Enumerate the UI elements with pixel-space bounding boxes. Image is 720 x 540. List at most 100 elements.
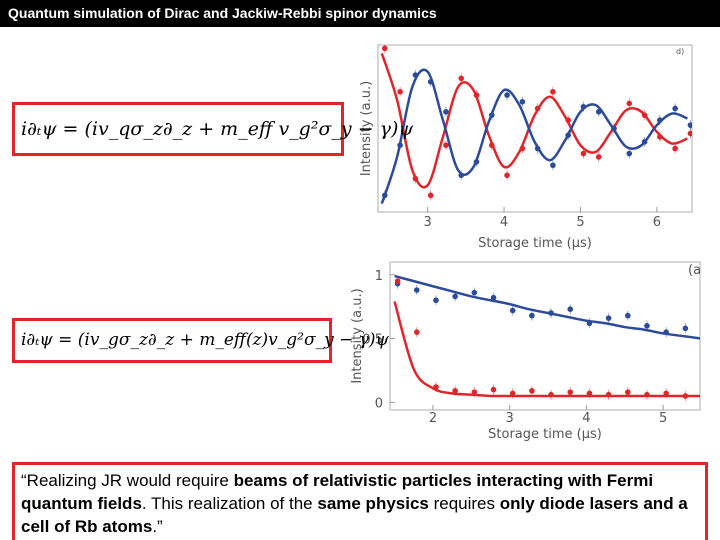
data-point xyxy=(595,109,602,115)
data-point xyxy=(682,393,689,399)
data-point xyxy=(672,145,678,152)
data-point xyxy=(644,391,650,398)
data-point xyxy=(412,72,419,78)
data-point xyxy=(625,312,631,319)
data-point xyxy=(611,125,617,132)
data-point xyxy=(580,103,587,110)
data-point xyxy=(580,150,587,157)
data-point xyxy=(644,322,650,329)
x-tick-label: 2 xyxy=(429,411,437,426)
data-point xyxy=(550,88,556,95)
data-point xyxy=(565,117,571,123)
data-point xyxy=(490,386,497,393)
data-point xyxy=(443,142,449,148)
data-point xyxy=(605,315,612,321)
data-point xyxy=(394,278,401,284)
data-point xyxy=(452,388,458,394)
plot-frame xyxy=(389,261,701,411)
data-point xyxy=(687,122,692,128)
data-point xyxy=(626,150,633,157)
x-tick-label: 6 xyxy=(653,215,661,230)
data-point xyxy=(586,320,593,327)
data-point xyxy=(663,329,669,335)
data-point xyxy=(397,88,403,95)
y-axis-label: Intensity (a.u.) xyxy=(350,288,365,383)
data-point xyxy=(565,132,571,138)
data-point xyxy=(452,293,458,300)
fit-line xyxy=(394,274,700,340)
data-point xyxy=(534,145,541,152)
data-point xyxy=(682,325,689,332)
x-axis-label: Storage time (μs) xyxy=(488,427,602,442)
data-point xyxy=(504,172,510,179)
x-tick-label: 4 xyxy=(500,215,508,230)
data-point xyxy=(626,100,633,107)
plot-frame xyxy=(377,44,693,213)
data-point xyxy=(473,92,480,98)
data-point xyxy=(672,105,678,112)
data-point xyxy=(567,306,574,313)
data-point xyxy=(548,391,554,398)
data-point xyxy=(509,390,516,397)
data-point xyxy=(641,139,648,145)
data-point xyxy=(550,162,556,169)
plot-area xyxy=(393,274,708,401)
data-point xyxy=(548,310,554,316)
y-axis-label: Intensity (a.u.) xyxy=(359,81,374,176)
data-point xyxy=(586,390,593,397)
quote-text: same physics xyxy=(317,494,429,513)
panel-label: (a xyxy=(688,263,701,278)
data-point xyxy=(529,388,535,394)
data-point xyxy=(443,109,449,115)
plot-area xyxy=(380,45,692,205)
data-point xyxy=(595,154,602,160)
data-point xyxy=(529,312,535,319)
data-point xyxy=(382,45,388,52)
y-tick-label: 0 xyxy=(375,396,383,411)
quote-text: only diode lasers and a cell of Rb atoms xyxy=(21,494,688,536)
quote-text: .” xyxy=(152,517,163,536)
data-point xyxy=(509,307,516,314)
slide-title: Quantum simulation of Dirac and Jackiw-R… xyxy=(0,0,720,27)
data-point xyxy=(473,159,480,165)
fit-line xyxy=(380,52,688,189)
data-point xyxy=(567,389,574,395)
x-tick-label: 3 xyxy=(506,411,514,426)
data-point xyxy=(519,98,526,105)
data-point xyxy=(433,297,439,304)
y-tick-label: 0.5 xyxy=(362,333,383,348)
quote-box: “Realizing JR would require beams of rel… xyxy=(12,462,708,540)
x-axis-label: Storage time (μs) xyxy=(478,236,592,251)
data-point xyxy=(413,329,420,335)
data-point xyxy=(663,390,669,397)
data-point xyxy=(471,289,478,296)
data-point xyxy=(488,112,495,118)
data-point xyxy=(625,389,631,395)
data-point xyxy=(687,130,692,137)
quote-text: beams of relativistic particles interact… xyxy=(21,471,654,513)
data-point xyxy=(427,192,434,199)
data-point xyxy=(433,384,439,390)
x-tick-label: 4 xyxy=(582,411,590,426)
panel-label: d) xyxy=(676,47,684,56)
data-point xyxy=(657,134,663,140)
x-tick-label: 5 xyxy=(576,215,584,230)
data-point xyxy=(458,172,465,179)
data-point xyxy=(382,192,388,199)
data-point xyxy=(657,117,663,123)
data-point xyxy=(427,78,434,85)
equation: i∂ₜψ = (iv_gσ_z∂_z + m_eff(z)v_g²σ_y − γ… xyxy=(12,318,389,363)
data-point xyxy=(397,142,403,148)
data-point xyxy=(702,392,708,398)
quote-text: . This realization of the xyxy=(141,494,318,513)
data-point xyxy=(490,294,497,301)
data-point xyxy=(605,391,612,398)
data-point xyxy=(534,105,541,112)
x-tick-label: 5 xyxy=(659,411,667,426)
data-point xyxy=(641,112,648,118)
equation: i∂ₜψ = (iv_qσ_z∂_z + m_eff v_g²σ_y − γ)ψ xyxy=(12,102,413,156)
quote-text: “Realizing JR would require xyxy=(21,471,234,490)
y-tick-label: 1 xyxy=(375,269,383,284)
